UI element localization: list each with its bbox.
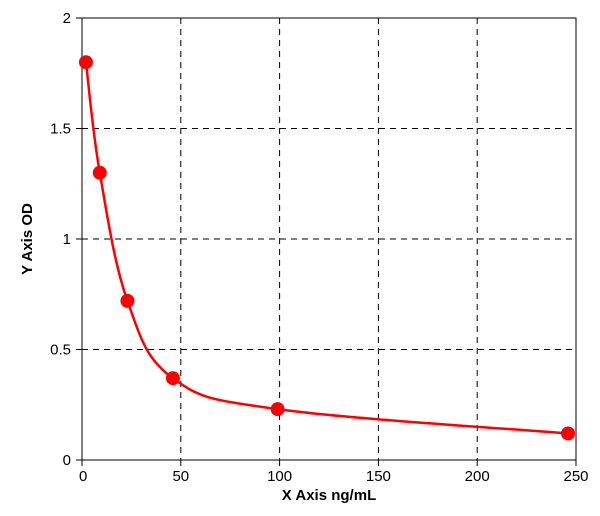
- y-tick-label: 1: [63, 231, 71, 248]
- x-tick-label: 250: [563, 468, 588, 485]
- x-tick-label: 100: [267, 468, 292, 485]
- y-tick-label: 2: [63, 10, 71, 27]
- x-axis-label: X Axis ng/mL: [282, 487, 376, 504]
- y-tick-label: 0: [63, 452, 71, 469]
- data-point: [166, 371, 180, 385]
- data-point: [120, 294, 134, 308]
- data-point: [93, 166, 107, 180]
- chart-container: 0 50 100 150 200 250 0 0.5 1 1.5 2 X Axis ng/mL Y Ax…: [0, 0, 600, 516]
- x-tick-label: 150: [366, 468, 391, 485]
- x-tick-label: 200: [465, 468, 490, 485]
- y-tick-label: 1.5: [50, 121, 71, 138]
- y-tick-label: 0.5: [50, 342, 71, 359]
- data-point: [561, 426, 575, 440]
- x-tick-label: 0: [79, 468, 87, 485]
- decay-curve-chart: 0 50 100 150 200 250 0 0.5 1 1.5 2 X Axis ng/mL Y Ax…: [0, 0, 600, 516]
- x-tick-label: 50: [172, 468, 189, 485]
- data-point: [79, 55, 93, 69]
- y-axis-label: Y Axis OD: [19, 203, 36, 275]
- data-point: [271, 402, 285, 416]
